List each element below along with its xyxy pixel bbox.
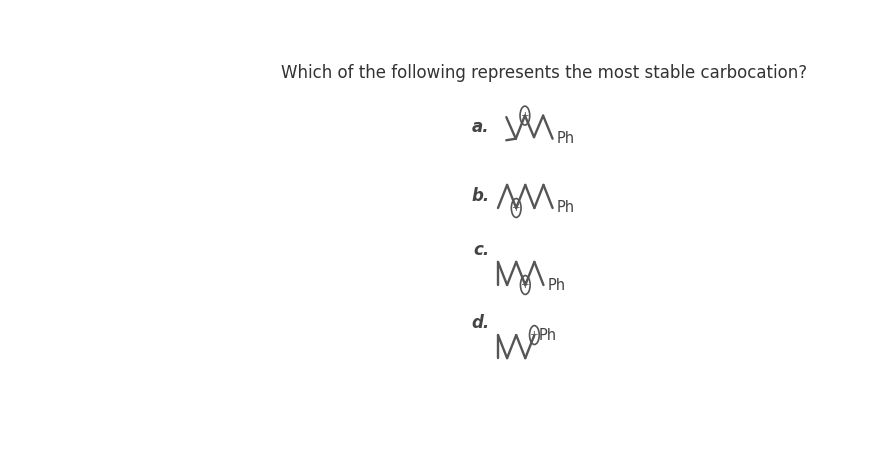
Text: a.: a. [471,118,490,136]
Text: Which of the following represents the most stable carbocation?: Which of the following represents the mo… [281,64,807,82]
Text: b.: b. [471,188,490,206]
Text: d.: d. [471,315,490,333]
Text: Ph: Ph [548,278,566,292]
Text: Ph: Ph [557,201,575,216]
Text: +: + [530,330,539,340]
Text: +: + [512,203,520,213]
Text: c.: c. [473,241,490,259]
Text: +: + [521,280,530,290]
Text: Ph: Ph [539,328,556,342]
Text: Ph: Ph [557,131,575,146]
Text: +: + [520,111,529,121]
